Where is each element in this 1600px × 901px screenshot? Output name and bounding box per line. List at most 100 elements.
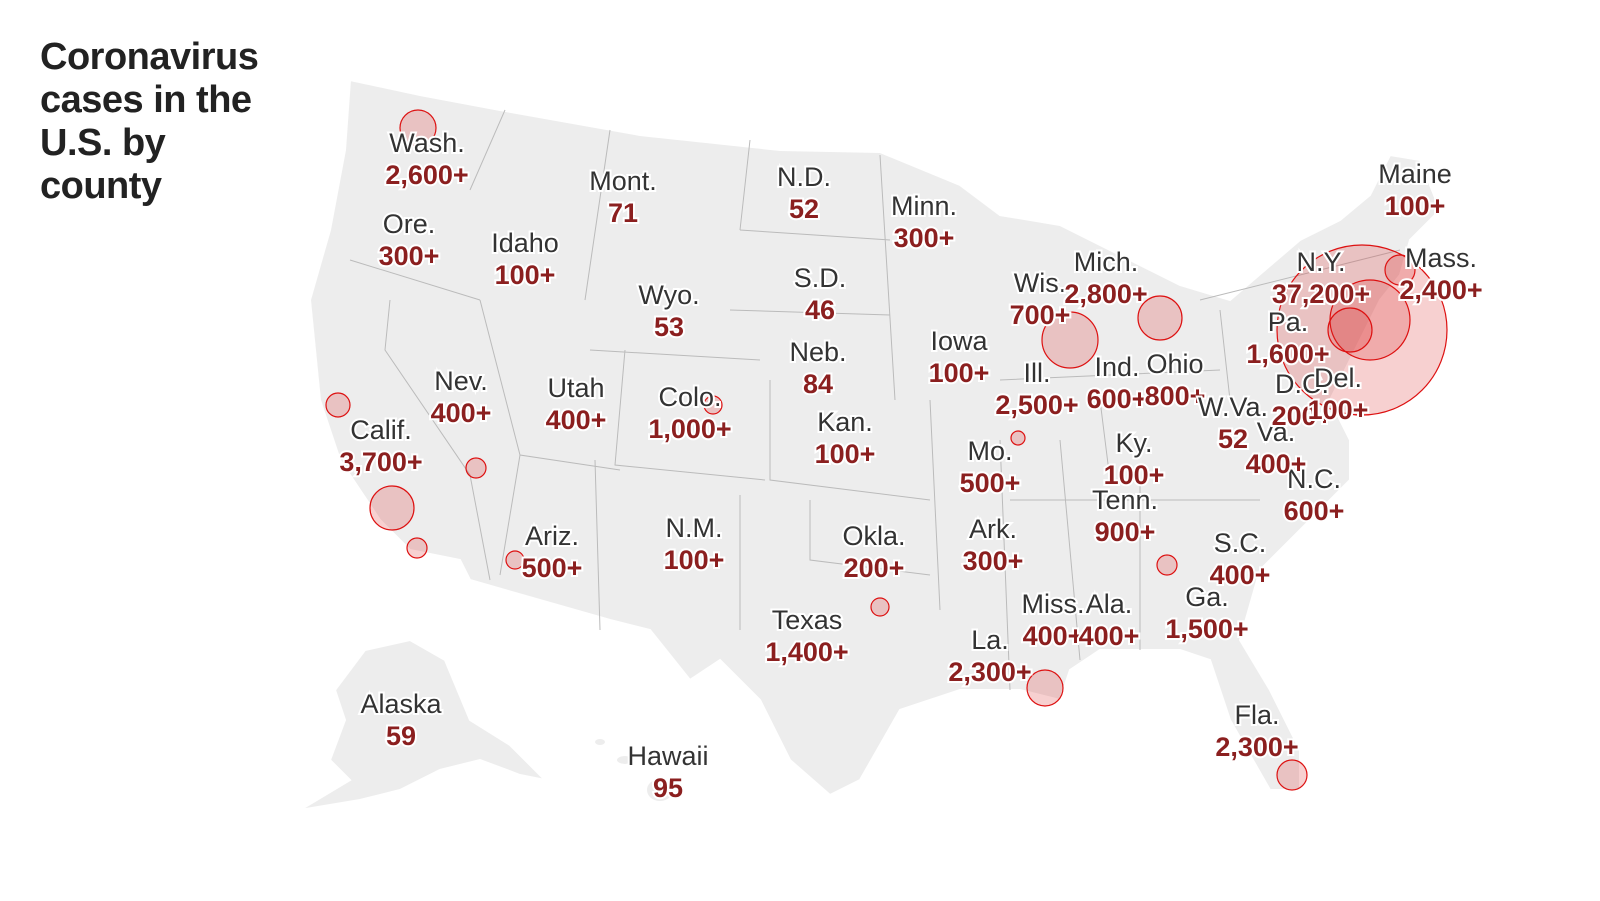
state-case-count: 300+: [379, 241, 440, 271]
state-case-count: 700+: [1010, 300, 1071, 330]
state-case-count: 71: [608, 198, 638, 228]
state-case-count: 1,000+: [648, 414, 731, 444]
state-name: Ky.: [1115, 428, 1152, 458]
lower-48: [308, 78, 1442, 797]
state-name: Minn.: [891, 191, 957, 221]
hawaii-island: [645, 777, 675, 803]
state-name: Miss.: [1022, 589, 1085, 619]
state-name: Mich.: [1074, 247, 1139, 277]
county-bubble: [870, 597, 890, 617]
state-case-count: 400+: [1210, 560, 1271, 590]
state-name: S.D.: [794, 263, 847, 293]
state-name: Maine: [1378, 159, 1452, 189]
county-bubbles: [325, 109, 1448, 791]
state-case-count: 2,600+: [385, 160, 468, 190]
hawaii-island: [615, 754, 635, 766]
state-case-count: 100+: [815, 439, 876, 469]
county-bubble: [399, 109, 437, 147]
state-case-count: 400+: [1023, 621, 1084, 651]
state-case-count: 2,500+: [995, 390, 1078, 420]
state-case-count: 100+: [1104, 460, 1165, 490]
state-case-count: 400+: [1246, 449, 1307, 479]
state-case-count: 52: [1218, 424, 1248, 454]
state-name: Ala.: [1086, 589, 1133, 619]
state-case-count: 53: [654, 312, 684, 342]
state-name: Ohio: [1146, 349, 1203, 379]
state-case-count: 100+: [929, 358, 990, 388]
state-name: Mont.: [589, 166, 657, 196]
county-bubble: [1384, 254, 1416, 286]
state-name: N.Y.: [1296, 247, 1345, 277]
state-borders: [349, 109, 1401, 691]
state-case-count: 600+: [1284, 496, 1345, 526]
state-case-count: 400+: [431, 398, 492, 428]
state-case-count: 400+: [546, 405, 607, 435]
alaska: [299, 638, 549, 811]
land: [299, 78, 1442, 811]
state-name: Tenn.: [1092, 485, 1158, 515]
county-bubble: [1276, 244, 1448, 416]
state-case-count: 2,400+: [1399, 275, 1482, 305]
state-case-count: 300+: [894, 223, 955, 253]
state-name: N.D.: [777, 162, 831, 192]
state-case-count: 800+: [1145, 381, 1206, 411]
state-name: Iowa: [930, 326, 988, 356]
county-bubble: [369, 485, 415, 531]
state-case-count: 52: [789, 194, 819, 224]
state-name: S.C.: [1214, 528, 1267, 558]
state-case-count: 46: [805, 295, 835, 325]
state-case-count: 200+: [844, 553, 905, 583]
state-case-count: 2,800+: [1064, 279, 1147, 309]
state-name: D.C.: [1275, 369, 1329, 399]
state-name: Ark.: [969, 514, 1017, 544]
state-case-count: 2,300+: [1215, 732, 1298, 762]
county-bubble: [703, 395, 723, 415]
state-case-count: 59: [386, 721, 416, 751]
state-name: Okla.: [842, 521, 905, 551]
county-bubble: [1041, 311, 1099, 369]
state-case-count: 1,400+: [765, 637, 848, 667]
state-name: Wis.: [1014, 268, 1066, 298]
state-name: Hawaii: [627, 741, 708, 771]
state-case-count: 100+: [1385, 191, 1446, 221]
state-name: N.C.: [1287, 464, 1341, 494]
state-name: W.Va.: [1198, 392, 1268, 422]
state-case-count: 100+: [495, 260, 556, 290]
county-bubble: [1010, 430, 1026, 446]
hawaii-island: [593, 737, 607, 747]
state-name: Alaska: [360, 689, 442, 719]
county-bubble: [406, 537, 428, 559]
county-bubble: [1156, 554, 1178, 576]
state-case-count: 900+: [1095, 517, 1156, 547]
state-name: Ga.: [1185, 582, 1229, 612]
state-name: La.: [971, 625, 1009, 655]
state-name: Wyo.: [638, 280, 699, 310]
state-name: Nev.: [434, 366, 488, 396]
state-case-count: 500+: [522, 553, 583, 583]
state-name: N.M.: [666, 513, 723, 543]
state-name: Wash.: [389, 128, 465, 158]
map-title: Coronavirus cases in the U.S. by county: [40, 36, 259, 207]
state-case-count: 3,700+: [339, 447, 422, 477]
state-name: Idaho: [491, 228, 559, 258]
state-case-count: 500+: [960, 468, 1021, 498]
county-bubble: [325, 392, 351, 418]
state-case-count: 300+: [963, 546, 1024, 576]
state-case-count: 1,500+: [1165, 614, 1248, 644]
state-name: Va.: [1257, 417, 1296, 447]
state-name: Fla.: [1234, 700, 1279, 730]
state-name: Ind.: [1094, 352, 1139, 382]
state-labels: Wash.2,600+Ore.300+Calif.3,700+Nev.400+I…: [337, 126, 1484, 805]
county-bubble: [1137, 295, 1183, 341]
county-bubble: [1327, 307, 1373, 353]
state-name: Neb.: [789, 337, 846, 367]
state-name: Mass.: [1405, 243, 1477, 273]
state-name: Pa.: [1268, 307, 1309, 337]
state-case-count: 600+: [1087, 384, 1148, 414]
county-bubble: [505, 550, 525, 570]
state-case-count: 84: [803, 369, 833, 399]
state-name: Calif.: [350, 415, 412, 445]
state-case-count: 100+: [664, 545, 725, 575]
